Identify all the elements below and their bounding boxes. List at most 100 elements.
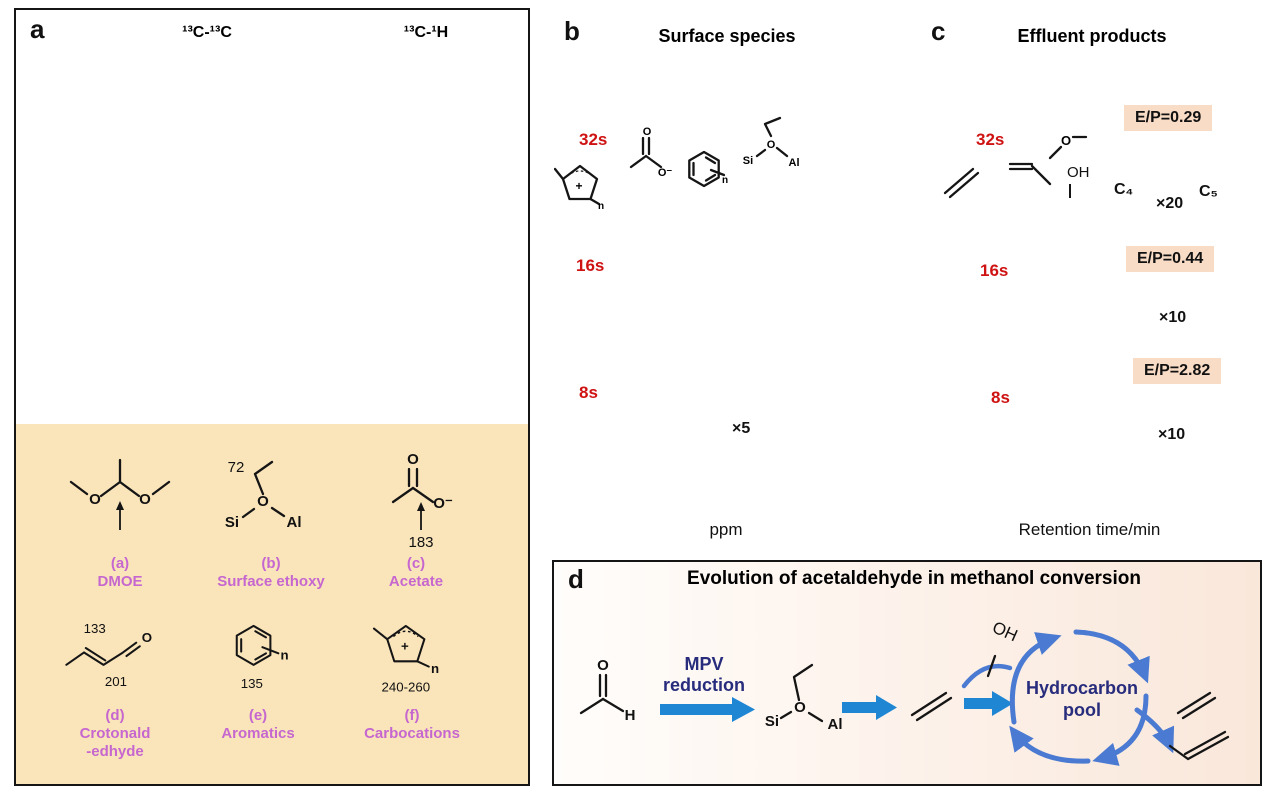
- time-label-16s: 16s: [980, 261, 1009, 280]
- effluent-products-plot: [917, 8, 1262, 544]
- panel-c: c Effluent products 32s 16s 8s E/P=0.29 …: [917, 8, 1262, 544]
- crotonaldehyde-structure: 133 O 201: [65, 621, 152, 689]
- si-atom: Si: [743, 155, 753, 167]
- panel-b-xlabel: ppm: [709, 520, 743, 539]
- legend-key: (f): [404, 707, 420, 724]
- legend-name2: -edhyde: [86, 743, 144, 760]
- n-label: n: [722, 175, 728, 186]
- gain-x20: ×20: [1156, 195, 1184, 212]
- o-atom: O: [1061, 133, 1071, 148]
- dme-structure-small: O: [1048, 133, 1088, 160]
- gain-x10-8s: ×10: [1158, 426, 1186, 443]
- legend-entry-aromatics: n 135 (e) Aromatics: [183, 610, 333, 743]
- cycle-arc-3: [1092, 693, 1149, 766]
- aromatics-structure: n 135: [235, 624, 289, 691]
- ethylene-structure-small: [943, 167, 980, 199]
- panel-b: b Surface species 32s 16s 8s ×5 ppm + n …: [552, 8, 900, 544]
- reaction-scheme: O H Si O Al: [579, 629, 1230, 766]
- legend-name: Crotonald: [79, 725, 151, 742]
- panel-a-letter: a: [30, 14, 45, 44]
- legend-name: Carbocations: [364, 725, 460, 742]
- time-label-8s: 8s: [579, 383, 598, 402]
- shift-201: 201: [105, 674, 127, 689]
- time-label-16s: 16s: [576, 256, 605, 275]
- panel-b-letter: b: [564, 16, 580, 46]
- legend-entry-crotonaldehyde: 133 O 201 (d) Crotonald -edhyde: [40, 610, 190, 761]
- nmr-2d-plot: [16, 10, 528, 424]
- legend-key: (b): [261, 555, 281, 572]
- shift-135: 135: [241, 676, 263, 691]
- si-atom: Si: [225, 514, 239, 531]
- time-label-32s: 32s: [976, 130, 1005, 149]
- methanol-oh-label: OH: [1067, 164, 1090, 181]
- methanol-bond: [1069, 184, 1071, 198]
- n-label: n: [280, 648, 288, 663]
- species-legend: O O (a) DMOE 72 Si O Al (b) Surface etho…: [16, 424, 528, 784]
- o-atom: O: [139, 491, 151, 508]
- o-atom: O: [89, 491, 101, 508]
- cycle-arc-4: [1009, 725, 1091, 764]
- plus-charge: +: [401, 639, 409, 654]
- c4-label: C₄: [1114, 181, 1134, 198]
- legend-name: Surface ethoxy: [217, 573, 325, 590]
- o-atom: O: [794, 699, 806, 716]
- carbocation-structure: + n 240-260: [372, 624, 439, 694]
- shift-240-260: 240-260: [381, 679, 430, 694]
- o-atom: O: [767, 139, 776, 151]
- panel-c-xlabel: Retention time/min: [1018, 520, 1161, 539]
- legend-entry-acetate: O O⁻ 183 (c) Acetate: [341, 446, 491, 591]
- title-cc: ¹³C-¹³C: [182, 24, 232, 41]
- o-minus-atom: O⁻: [433, 495, 453, 512]
- shift-183: 183: [408, 534, 433, 550]
- pool-label-1: Hydrocarbon: [1025, 678, 1139, 698]
- o-atom: O: [643, 126, 652, 138]
- surface-species-plot: [552, 8, 900, 544]
- acetate-structure: O O⁻ 183: [391, 451, 453, 551]
- delocalization-arc: [392, 630, 419, 638]
- plus-charge: +: [575, 179, 582, 193]
- panel-c-letter: c: [931, 16, 946, 46]
- ep-ratio-16s: E/P=0.44: [1126, 246, 1215, 272]
- h-atom: H: [625, 707, 636, 724]
- legend-key: (e): [248, 707, 268, 724]
- block-arrow-2: [842, 695, 897, 720]
- mpv-label-2: reduction: [662, 675, 745, 695]
- panel-d: d Evolution of acetaldehyde in methanol …: [552, 560, 1262, 786]
- arrow-head: [417, 502, 425, 511]
- time-label-32s: 32s: [579, 130, 608, 149]
- block-arrow-1: [660, 697, 755, 722]
- o-atom: O: [257, 493, 269, 510]
- legend-entry-dmoe: O O (a) DMOE: [45, 446, 195, 591]
- o-atom: O: [597, 657, 609, 674]
- benzene-structure-small: n: [688, 150, 728, 188]
- legend-name: DMOE: [97, 573, 143, 590]
- delocalization-arc: [566, 170, 594, 177]
- legend-name: Acetate: [388, 573, 444, 590]
- acetate-structure-small: O O⁻: [629, 126, 672, 179]
- panel-d-letter: d: [568, 564, 584, 594]
- propylene-structure-small: [1008, 162, 1052, 186]
- title-ch: ¹³C-¹H: [403, 24, 449, 41]
- panel-d-title: Evolution of acetaldehyde in methanol co…: [687, 568, 1141, 589]
- legend-name: Aromatics: [221, 725, 295, 742]
- ep-ratio-8s: E/P=2.82: [1133, 358, 1222, 384]
- pool-label-2: pool: [1063, 700, 1101, 720]
- shift-133: 133: [84, 621, 106, 636]
- arrow-head: [116, 501, 124, 510]
- al-atom: Al: [287, 514, 302, 531]
- n-label: n: [431, 661, 439, 676]
- legend-entry-carbocations: + n 240-260 (f) Carbocations: [337, 610, 487, 743]
- legend-key: (d): [105, 707, 125, 724]
- methanol-entry-arc: [961, 663, 1013, 689]
- ep-ratio-32s: E/P=0.29: [1124, 105, 1213, 131]
- panel-b-title: Surface species: [658, 26, 796, 46]
- o-atom: O: [407, 451, 419, 468]
- magnifier-x5: ×5: [732, 420, 751, 437]
- legend-key: (a): [110, 555, 130, 572]
- carbocation-structure-small: + n: [554, 164, 604, 210]
- al-atom: Al: [828, 716, 843, 733]
- cycle-arc-1: [1009, 632, 1062, 725]
- panel-a: a ¹³C-¹³C ¹³C-¹H O O (a) DMOE 72: [14, 8, 530, 786]
- time-label-8s: 8s: [991, 388, 1010, 407]
- o-minus-atom: O⁻: [658, 167, 672, 179]
